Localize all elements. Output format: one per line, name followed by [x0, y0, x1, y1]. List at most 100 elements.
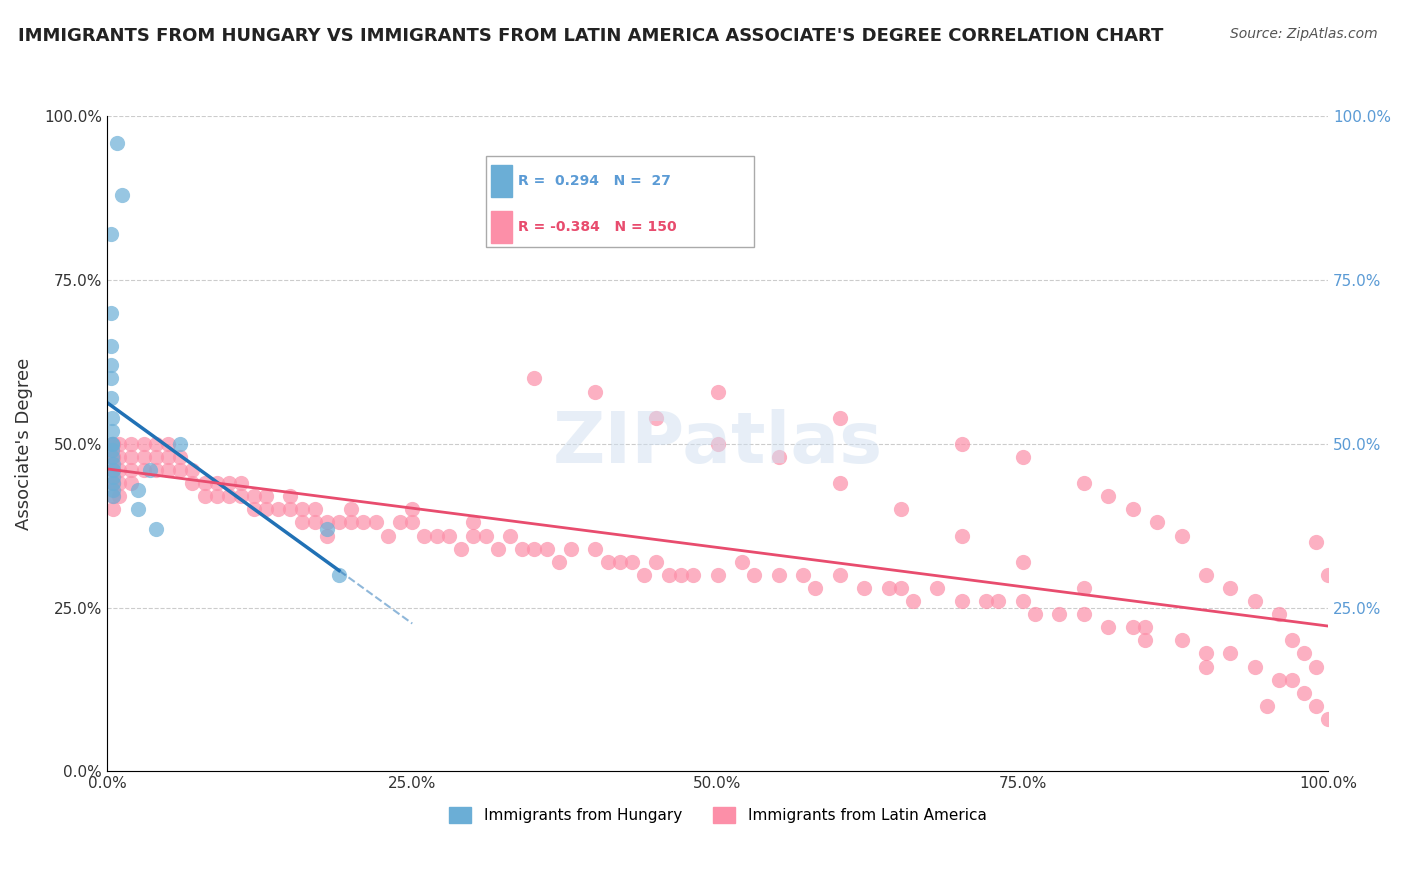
Point [950, 437, 973, 451]
Point [1011, 450, 1033, 464]
Point [132, 437, 155, 451]
Point [231, 476, 253, 491]
Point [645, 555, 668, 569]
Point [1292, 686, 1315, 700]
Point [413, 528, 436, 542]
Point [101, 437, 124, 451]
Point [768, 567, 790, 582]
Point [242, 502, 264, 516]
Point [169, 463, 191, 477]
Point [108, 463, 131, 477]
Point [426, 528, 449, 542]
Point [315, 522, 337, 536]
Point [1317, 567, 1340, 582]
Point [101, 476, 124, 491]
Point [1024, 607, 1046, 622]
Point [101, 457, 124, 471]
Point [583, 541, 606, 556]
Point [1011, 594, 1033, 608]
Point [101, 463, 124, 477]
Point [596, 555, 619, 569]
Point [450, 541, 472, 556]
Point [1281, 673, 1303, 687]
Point [267, 502, 290, 516]
Point [486, 541, 509, 556]
Point [828, 476, 851, 491]
Point [340, 502, 363, 516]
Point [1146, 516, 1168, 530]
Point [621, 555, 644, 569]
Point [328, 516, 350, 530]
Point [205, 476, 228, 491]
Point [1170, 633, 1192, 648]
Point [101, 469, 124, 483]
Point [120, 463, 142, 477]
Point [474, 528, 496, 542]
Point [127, 502, 149, 516]
Point [633, 567, 655, 582]
Point [1195, 647, 1218, 661]
Point [547, 555, 569, 569]
Point [1268, 673, 1291, 687]
Point [100, 371, 122, 385]
Point [100, 306, 122, 320]
Legend: Immigrants from Hungary, Immigrants from Latin America: Immigrants from Hungary, Immigrants from… [443, 801, 993, 830]
Point [1317, 712, 1340, 726]
Point [364, 516, 387, 530]
Point [950, 594, 973, 608]
Point [304, 502, 326, 516]
Point [927, 581, 949, 595]
Point [877, 581, 900, 595]
Point [1244, 659, 1267, 673]
Point [218, 489, 240, 503]
Point [108, 450, 131, 464]
Point [1219, 647, 1241, 661]
Point [100, 391, 122, 405]
Point [1244, 594, 1267, 608]
Point [1097, 620, 1119, 634]
Point [120, 476, 142, 491]
Point [101, 489, 124, 503]
Point [645, 410, 668, 425]
Point [304, 516, 326, 530]
Point [218, 476, 240, 491]
Point [523, 371, 546, 385]
Point [1292, 647, 1315, 661]
Point [101, 437, 124, 451]
Point [169, 437, 191, 451]
Point [463, 516, 485, 530]
Point [1281, 633, 1303, 648]
Point [1073, 607, 1095, 622]
Point [792, 567, 814, 582]
Point [194, 489, 217, 503]
Point [111, 188, 134, 202]
Point [120, 437, 142, 451]
Point [609, 555, 631, 569]
Point [389, 516, 412, 530]
Point [127, 483, 149, 497]
Point [1133, 620, 1156, 634]
Point [1195, 567, 1218, 582]
Point [145, 450, 167, 464]
Point [181, 463, 204, 477]
Point [1268, 607, 1291, 622]
Point [510, 541, 533, 556]
Point [101, 450, 124, 464]
Point [1305, 698, 1327, 713]
Point [138, 463, 160, 477]
Point [132, 463, 155, 477]
Point [101, 502, 124, 516]
Point [974, 594, 997, 608]
Point [101, 489, 124, 503]
Point [1073, 581, 1095, 595]
Point [437, 528, 460, 542]
Point [1219, 581, 1241, 595]
Point [536, 541, 558, 556]
Point [499, 528, 522, 542]
Point [242, 489, 264, 503]
Point [254, 489, 277, 503]
Point [669, 567, 692, 582]
Y-axis label: Associate's Degree: Associate's Degree [15, 358, 32, 530]
Point [101, 437, 124, 451]
Point [328, 567, 350, 582]
